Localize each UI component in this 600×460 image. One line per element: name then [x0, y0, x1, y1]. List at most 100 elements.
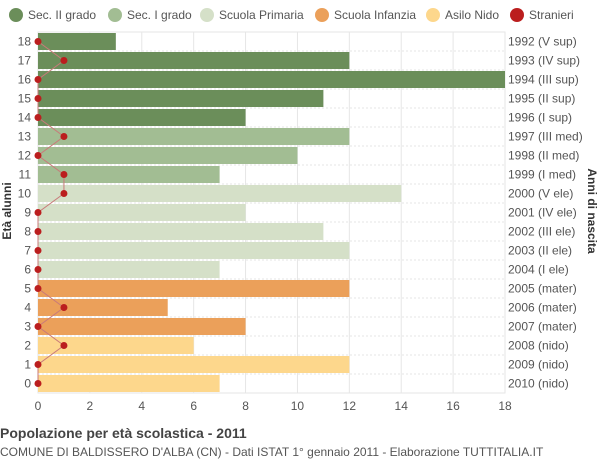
birth-year-tick-label: 2009 (nido) [508, 358, 569, 372]
birth-year-tick-label: 2001 (IV ele) [508, 206, 577, 220]
birth-year-tick-label: 1995 (II sup) [508, 92, 575, 106]
legend-label: Asilo Nido [445, 8, 499, 22]
age-tick-label: 11 [19, 168, 32, 182]
bar-age-12 [38, 147, 298, 164]
stranieri-point-age-1 [34, 361, 42, 368]
age-tick-label: 4 [24, 301, 31, 315]
legend-swatch [315, 8, 329, 22]
stranieri-point-age-11 [60, 171, 68, 178]
x-tick-label: 6 [190, 399, 197, 413]
birth-year-tick-label: 2007 (mater) [508, 320, 577, 334]
birth-year-tick-label: 1999 (I med) [508, 168, 576, 182]
age-tick-label: 2 [24, 339, 31, 353]
bar-age-13 [38, 128, 350, 145]
age-tick-label: 14 [18, 111, 32, 125]
footer-title: Popolazione per età scolastica - 2011 [0, 425, 247, 441]
y-axis-title: Età alunni [0, 182, 14, 239]
bar-age-6 [38, 261, 220, 278]
bar-age-3 [38, 318, 246, 335]
footer-subtitle: COMUNE DI BALDISSERO D'ALBA (CN) - Dati … [0, 445, 544, 459]
age-tick-label: 5 [24, 282, 31, 296]
birth-year-tick-label: 2006 (mater) [508, 301, 577, 315]
bar-age-1 [38, 356, 350, 373]
birth-year-tick-labels: 1992 (V sup) 1993 (IV sup) 1994 (III sup) 1… [508, 35, 583, 391]
x-tick-labels: 0 2 4 6 8 10 12 14 16 18 [35, 399, 512, 413]
age-tick-label: 9 [24, 206, 31, 220]
birth-year-tick-label: 1998 (II med) [508, 149, 579, 163]
x-tick-label: 8 [242, 399, 249, 413]
bar-age-16 [38, 71, 505, 88]
x-tick-label: 12 [343, 399, 357, 413]
stranieri-point-age-2 [60, 342, 68, 349]
age-tick-label: 10 [18, 187, 32, 201]
bar-age-0 [38, 375, 220, 392]
birth-year-tick-label: 1993 (IV sup) [508, 54, 580, 68]
school-age-chart: Sec. II grado Sec. I grado Scuola Primaria… [0, 8, 599, 413]
birth-year-tick-label: 1992 (V sup) [508, 35, 577, 49]
legend-label: Sec. I grado [127, 8, 192, 22]
birth-year-tick-label: 2008 (nido) [508, 339, 569, 353]
stranieri-series [34, 38, 68, 387]
stranieri-point-age-16 [34, 76, 42, 83]
age-tick-label: 1 [24, 358, 31, 372]
stranieri-point-age-15 [34, 95, 42, 102]
chart-bars [38, 33, 505, 392]
chart-legend: Sec. II grado Sec. I grado Scuola Primaria… [9, 8, 574, 22]
stranieri-point-age-9 [34, 209, 42, 216]
x-tick-label: 14 [395, 399, 409, 413]
age-tick-label: 0 [24, 377, 31, 391]
stranieri-point-age-13 [60, 133, 68, 140]
bar-age-4 [38, 299, 168, 316]
stranieri-point-age-17 [60, 57, 68, 64]
stranieri-point-age-8 [34, 228, 42, 235]
bar-age-17 [38, 52, 350, 69]
stranieri-point-age-18 [34, 38, 42, 45]
legend-swatch [510, 8, 524, 22]
birth-year-tick-label: 2005 (mater) [508, 282, 577, 296]
bar-age-14 [38, 109, 246, 126]
birth-year-tick-label: 1997 (III med) [508, 130, 583, 144]
stranieri-point-age-12 [34, 152, 42, 159]
stranieri-point-age-3 [34, 323, 42, 330]
x-tick-label: 4 [138, 399, 145, 413]
age-tick-label: 17 [18, 54, 32, 68]
legend-label: Stranieri [529, 8, 574, 22]
bar-age-10 [38, 185, 402, 202]
bar-age-15 [38, 90, 324, 107]
legend-swatch [200, 8, 214, 22]
stranieri-point-age-0 [34, 380, 42, 387]
legend-swatch [9, 8, 23, 22]
birth-year-tick-label: 2002 (III ele) [508, 225, 575, 239]
legend-label: Sec. II grado [28, 8, 96, 22]
age-tick-label: 13 [18, 130, 32, 144]
bar-age-11 [38, 166, 220, 183]
x-tick-label: 10 [291, 399, 305, 413]
age-tick-label: 7 [24, 244, 31, 258]
age-tick-label: 18 [18, 35, 32, 49]
birth-year-tick-label: 1994 (III sup) [508, 73, 579, 87]
x-tick-label: 16 [446, 399, 460, 413]
legend-swatch [108, 8, 122, 22]
x-tick-label: 0 [35, 399, 42, 413]
birth-year-tick-label: 2004 (I ele) [508, 263, 569, 277]
age-tick-label: 15 [18, 92, 32, 106]
bar-age-5 [38, 280, 350, 297]
y2-axis-title: Anni di nascita [585, 168, 599, 254]
birth-year-tick-label: 1996 (I sup) [508, 111, 572, 125]
stranieri-point-age-5 [34, 285, 42, 292]
legend-label: Scuola Infanzia [334, 8, 416, 22]
stranieri-point-age-4 [60, 304, 68, 311]
age-tick-label: 3 [24, 320, 31, 334]
birth-year-tick-label: 2000 (V ele) [508, 187, 573, 201]
bar-age-18 [38, 33, 116, 50]
birth-year-tick-label: 2003 (II ele) [508, 244, 572, 258]
bar-age-8 [38, 223, 324, 240]
age-tick-label: 12 [18, 149, 32, 163]
stranieri-point-age-10 [60, 190, 68, 197]
bar-age-2 [38, 337, 194, 354]
age-tick-label: 8 [24, 225, 31, 239]
stranieri-point-age-14 [34, 114, 42, 121]
x-tick-label: 2 [87, 399, 94, 413]
legend-swatch [426, 8, 440, 22]
bar-age-7 [38, 242, 350, 259]
